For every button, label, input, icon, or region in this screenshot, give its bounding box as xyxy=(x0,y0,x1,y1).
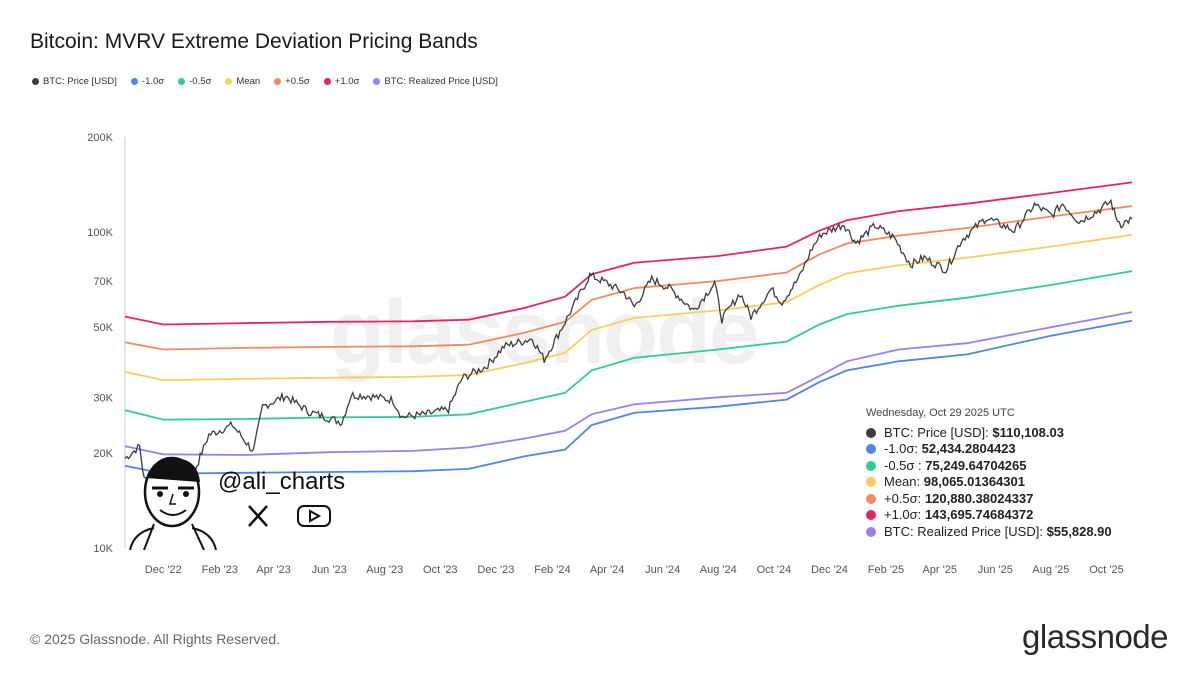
y-tick-label: 30K xyxy=(93,392,113,404)
series-line--0-5- xyxy=(124,270,1133,421)
tooltip-value: 98,065.01364301 xyxy=(923,474,1025,489)
series-line--1-0- xyxy=(124,181,1133,326)
x-tick-label: Oct '25 xyxy=(1089,564,1124,576)
series-line--0-5- xyxy=(124,205,1133,351)
x-tick-label: Oct '23 xyxy=(423,564,458,576)
legend-dot-icon xyxy=(178,78,186,85)
legend-label: +1.0σ xyxy=(334,76,360,87)
legend-label: +0.5σ xyxy=(285,76,310,87)
x-tick-label: Dec '24 xyxy=(811,564,848,576)
series-line-mean xyxy=(124,233,1133,382)
tooltip-value: $55,828.90 xyxy=(1046,523,1112,539)
legend-item[interactable]: +1.0σ xyxy=(323,76,360,87)
y-tick-label: 50K xyxy=(93,322,113,334)
tooltip-row: BTC: Realized Price [USD]: $55,828.90 xyxy=(866,524,1112,541)
series-dot-icon xyxy=(866,427,876,438)
x-tick-label: Apr '23 xyxy=(256,564,291,576)
tooltip-value: 52,434.2804423 xyxy=(921,441,1016,456)
legend-label: -0.5σ xyxy=(189,76,212,87)
glassnode-logo: glassnode xyxy=(1022,618,1168,655)
legend-dot-icon xyxy=(32,78,39,85)
legend-item[interactable]: +0.5σ xyxy=(274,76,310,87)
legend-label: -1.0σ xyxy=(141,76,165,87)
tooltip-label: BTC: Price [USD]: xyxy=(884,424,989,440)
x-tick-label: Feb '24 xyxy=(534,564,570,576)
chart-title: Bitcoin: MVRV Extreme Deviation Pricing … xyxy=(30,30,478,53)
legend-item[interactable]: BTC: Realized Price [USD] xyxy=(373,76,498,87)
y-tick-label: 200K xyxy=(87,132,113,144)
tooltip-label: Mean: xyxy=(884,474,921,489)
tooltip-label: BTC: Realized Price [USD]: xyxy=(884,523,1043,539)
legend-label: BTC: Price [USD] xyxy=(43,76,117,87)
legend-item[interactable]: Mean xyxy=(225,76,260,87)
tooltip-label: +1.0σ: xyxy=(884,507,922,522)
x-tick-label: Jun '24 xyxy=(645,564,680,576)
legend-dot-icon xyxy=(130,78,138,85)
series-dot-icon xyxy=(866,526,876,537)
x-tick-label: Apr '24 xyxy=(590,564,625,576)
tooltip-label: -1.0σ: xyxy=(884,441,919,456)
tooltip-label: +0.5σ: xyxy=(884,490,922,506)
series-dot-icon xyxy=(866,477,876,488)
tooltip-date: Wednesday, Oct 29 2025 UTC xyxy=(866,407,1015,419)
tooltip-row: Mean: 98,065.01364301 xyxy=(866,474,1112,491)
y-tick-label: 10K xyxy=(93,543,113,555)
y-tick-label: 100K xyxy=(87,227,113,239)
x-tick-label: Apr '25 xyxy=(922,564,957,576)
x-tick-label: Feb '23 xyxy=(202,564,238,576)
legend-item[interactable]: -0.5σ xyxy=(178,76,211,87)
legend-label: Mean xyxy=(236,76,261,87)
tooltip-row: +1.0σ: 143,695.74684372 xyxy=(866,507,1112,524)
series-dot-icon xyxy=(866,444,876,455)
tooltip-value: 120,880.38024337 xyxy=(924,490,1034,506)
legend-item[interactable]: -1.0σ xyxy=(130,76,165,87)
x-tick-label: Jun '25 xyxy=(978,564,1013,576)
legend-dot-icon xyxy=(225,78,233,85)
legend: BTC: Price [USD] -1.0σ -0.5σ Mean +0.5σ +1.0σ… xyxy=(32,76,498,87)
x-tick-label: Dec '23 xyxy=(477,564,514,576)
tooltip-label: -0.5σ : xyxy=(884,457,922,473)
youtube-icon[interactable] xyxy=(296,504,332,528)
legend-item[interactable]: BTC: Price [USD] xyxy=(32,76,117,87)
tooltip-value: $110,108.03 xyxy=(992,424,1064,440)
series-line-btc-realized-price-usd- xyxy=(124,311,1133,456)
y-tick-label: 20K xyxy=(93,448,113,460)
legend-dot-icon xyxy=(274,78,282,85)
series-dot-icon xyxy=(866,510,876,521)
legend-label: BTC: Realized Price [USD] xyxy=(384,76,498,87)
series-line-btc-price xyxy=(124,198,1133,485)
tooltip-value: 75,249.64704265 xyxy=(925,457,1027,473)
x-logo-icon[interactable] xyxy=(246,504,270,528)
series-dot-icon xyxy=(866,460,876,471)
tooltip-row: -0.5σ : 75,249.64704265 xyxy=(866,458,1112,475)
x-tick-label: Dec '22 xyxy=(145,564,182,576)
x-tick-label: Aug '24 xyxy=(700,564,737,576)
tooltip-row: BTC: Price [USD]: $110,108.03 xyxy=(866,425,1112,442)
social-icons xyxy=(246,504,332,528)
x-tick-label: Oct '24 xyxy=(757,564,792,576)
legend-dot-icon xyxy=(323,78,331,85)
x-tick-label: Jun '23 xyxy=(312,564,347,576)
series-line--1-0- xyxy=(124,319,1133,475)
tooltip-row: -1.0σ: 52,434.2804423 xyxy=(866,441,1112,458)
x-tick-label: Aug '23 xyxy=(366,564,403,576)
tooltip-value: 143,695.74684372 xyxy=(924,507,1034,522)
series-dot-icon xyxy=(866,493,876,504)
copyright: © 2025 Glassnode. All Rights Reserved. xyxy=(30,631,281,647)
x-tick-label: Aug '25 xyxy=(1032,564,1069,576)
y-tick-label: 70K xyxy=(93,276,113,288)
author-handle: @ali_charts xyxy=(218,468,346,495)
tooltip-row: +0.5σ: 120,880.38024337 xyxy=(866,491,1112,508)
legend-dot-icon xyxy=(373,78,381,85)
x-tick-label: Feb '25 xyxy=(868,564,904,576)
tooltip: Wednesday, Oct 29 2025 UTC BTC: Price [U… xyxy=(866,405,1112,540)
watermark: glassnode xyxy=(330,283,759,383)
author-avatar xyxy=(129,456,217,550)
